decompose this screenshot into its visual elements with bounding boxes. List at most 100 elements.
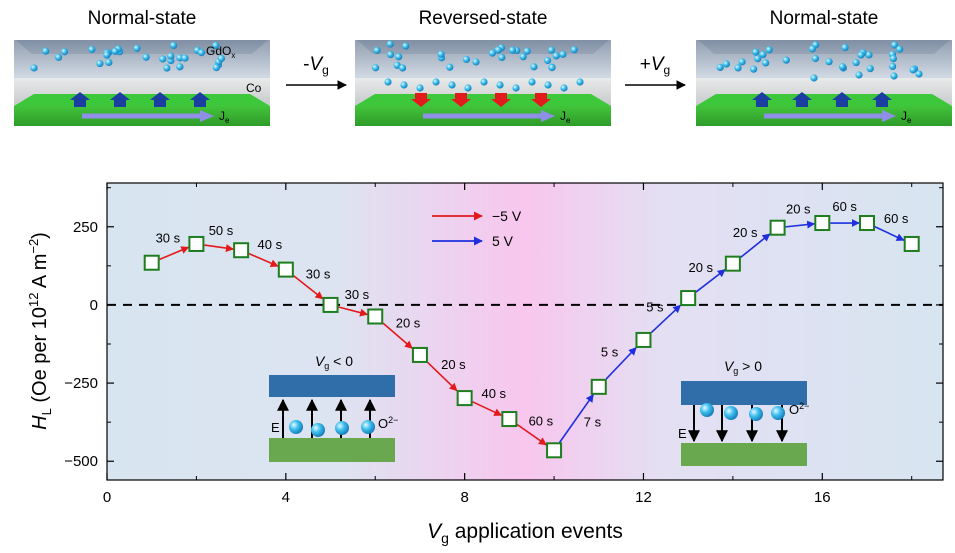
inset-negative: Vg < 0 E O2− bbox=[269, 353, 398, 462]
inset-pos-condition: Vg > 0 bbox=[724, 358, 762, 376]
ion bbox=[448, 81, 456, 89]
ions bbox=[371, 40, 584, 92]
ion bbox=[386, 50, 395, 59]
x-tick-label: 16 bbox=[814, 489, 831, 506]
magnetization-arrow bbox=[491, 93, 511, 107]
ion bbox=[519, 53, 527, 61]
inset-neg-top-layer bbox=[269, 375, 395, 397]
ion bbox=[750, 65, 758, 73]
data-point bbox=[143, 254, 160, 271]
ion bbox=[395, 53, 403, 61]
ion bbox=[523, 47, 531, 55]
ion bbox=[197, 49, 206, 57]
inset-pos-ion-label: O2− bbox=[789, 401, 809, 417]
ion bbox=[825, 58, 833, 66]
panel-title: Reversed-state bbox=[419, 8, 548, 29]
panel-2: Reversed-state Je bbox=[355, 8, 611, 126]
ion bbox=[60, 48, 69, 56]
ion bbox=[464, 84, 472, 92]
ion bbox=[103, 51, 111, 59]
ion bbox=[547, 46, 556, 54]
ion bbox=[472, 58, 480, 66]
ion bbox=[866, 64, 874, 73]
ion bbox=[462, 55, 471, 64]
ion bbox=[512, 84, 520, 92]
segment-label: 60 s bbox=[884, 211, 909, 226]
magnetization-arrows bbox=[411, 93, 551, 107]
ion bbox=[373, 46, 381, 55]
ion bbox=[891, 41, 899, 49]
magnetization-arrow bbox=[872, 92, 892, 107]
magnetization-arrow bbox=[792, 92, 812, 107]
ion bbox=[494, 46, 502, 54]
ion bbox=[811, 54, 820, 63]
magnetization-arrow bbox=[531, 93, 551, 107]
x-tick-label: 4 bbox=[282, 489, 290, 506]
inset-positive: Vg > 0 E O2− bbox=[678, 358, 809, 466]
ion bbox=[765, 46, 773, 54]
ion bbox=[159, 55, 167, 63]
magnetization-arrow bbox=[832, 92, 852, 107]
panel-1: Normal-state Je GdOx Co bbox=[14, 8, 270, 126]
ion bbox=[432, 78, 440, 86]
segment-arrow bbox=[338, 306, 369, 317]
segment-arrow bbox=[605, 347, 637, 380]
ion bbox=[30, 64, 38, 72]
segment-arrow bbox=[159, 246, 190, 261]
data-point bbox=[635, 331, 652, 348]
data-point bbox=[590, 378, 607, 395]
data-point bbox=[724, 255, 741, 272]
data-point bbox=[188, 235, 205, 252]
segment-arrow bbox=[293, 275, 324, 300]
y-axis-title: HL (Oe per 1012 A m−2) bbox=[26, 232, 54, 430]
ion bbox=[393, 61, 401, 69]
segment-arrow bbox=[785, 220, 816, 229]
ion bbox=[371, 64, 380, 72]
data-point bbox=[367, 308, 384, 325]
ion bbox=[808, 45, 817, 53]
ion bbox=[889, 54, 897, 63]
magnetization-arrow bbox=[150, 92, 170, 107]
segment-label: 5 s bbox=[646, 299, 664, 314]
oxide-layer bbox=[696, 40, 952, 78]
layer-label-co: Co bbox=[246, 81, 262, 95]
top-schematics: Normal-stateJeGdOxCoReversed-stateJeNorm… bbox=[14, 8, 952, 126]
segment-arrow bbox=[650, 304, 682, 334]
ion bbox=[498, 53, 506, 62]
current-label: Je bbox=[219, 109, 230, 125]
inset-neg-field-label: E bbox=[271, 420, 280, 435]
ion bbox=[167, 52, 175, 60]
layer-label-oxide: GdOx bbox=[206, 44, 235, 60]
segment-label: 30 s bbox=[306, 267, 331, 282]
segment-label: 40 s bbox=[258, 237, 283, 252]
segment-arrow bbox=[427, 361, 458, 392]
ion bbox=[163, 64, 171, 72]
data-point bbox=[769, 219, 786, 236]
segment-arrow bbox=[472, 401, 503, 417]
ion bbox=[446, 63, 454, 71]
legend-label-neg: −5 V bbox=[492, 208, 522, 224]
arrow-label-negative: -Vg bbox=[303, 54, 329, 77]
ion bbox=[176, 54, 184, 62]
transition-arrow-positive: +Vg bbox=[625, 54, 686, 90]
ion bbox=[865, 51, 873, 59]
inset-neg-condition: Vg < 0 bbox=[315, 353, 353, 371]
data-points bbox=[143, 215, 920, 459]
ion bbox=[181, 54, 189, 62]
ion bbox=[416, 84, 424, 92]
data-point bbox=[411, 346, 428, 363]
ion bbox=[54, 53, 63, 61]
x-axis-title: Vg application events bbox=[427, 520, 623, 546]
y-tick-label: 0 bbox=[90, 297, 98, 314]
data-point bbox=[546, 442, 563, 459]
ion bbox=[402, 42, 410, 50]
data-point bbox=[277, 261, 294, 278]
ion bbox=[852, 58, 860, 67]
x-tick-label: 0 bbox=[103, 489, 111, 506]
segment-arrow bbox=[558, 393, 594, 443]
ion bbox=[488, 49, 496, 57]
current-arrow-head bbox=[882, 110, 896, 122]
x-tick-label: 12 bbox=[635, 489, 652, 506]
ion bbox=[386, 40, 394, 48]
ion bbox=[508, 46, 517, 54]
